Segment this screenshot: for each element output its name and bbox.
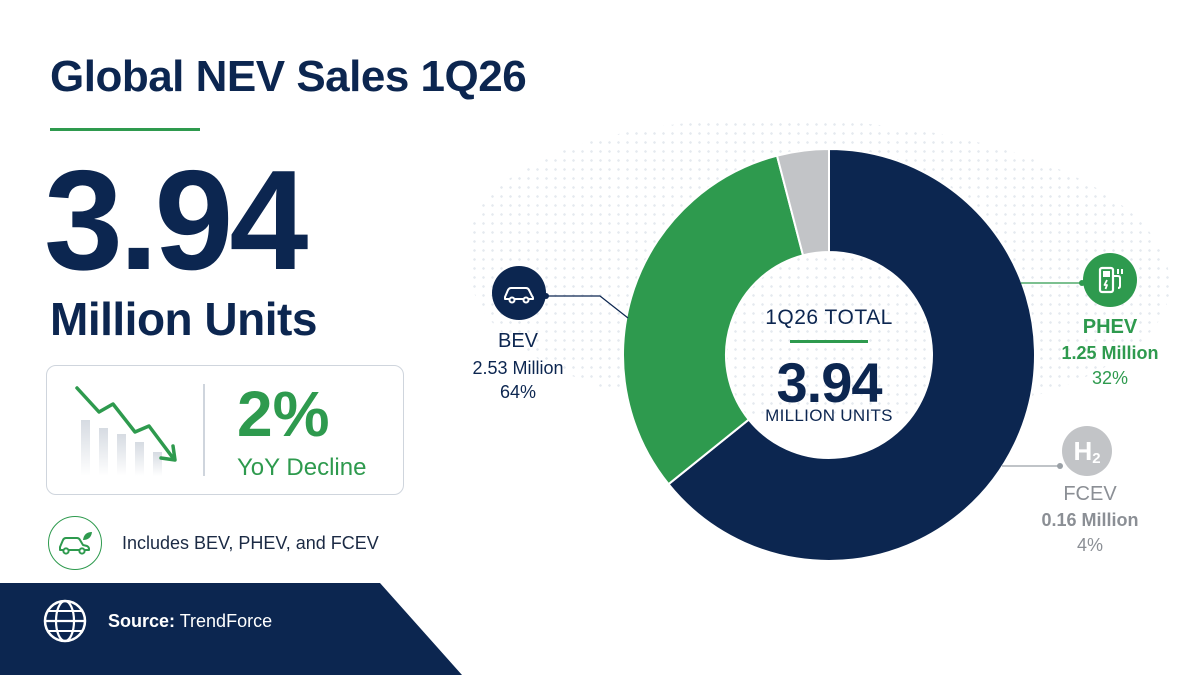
page-title: Global NEV Sales 1Q26 — [50, 52, 527, 101]
slice-bev — [667, 147, 1036, 562]
bev-value: 2.53 Million — [472, 358, 564, 378]
footer-band — [0, 583, 462, 675]
headline-unit: Million Units — [50, 293, 317, 345]
globe-icon — [43, 599, 87, 643]
center-caption: 1Q26 TOTAL — [765, 306, 893, 329]
phev-percent: 32% — [1091, 368, 1129, 388]
eco-car-icon — [48, 516, 102, 570]
phev-value: 1.25 Million — [1061, 343, 1159, 363]
car-icon — [492, 266, 546, 320]
hydrogen-symbol: H — [1073, 435, 1093, 466]
fcev-percent: 4% — [1076, 535, 1103, 555]
center-divider — [790, 340, 868, 343]
hydrogen-subscript: 2 — [1092, 449, 1101, 467]
headline-value: 3.94 — [44, 141, 308, 300]
phev-label: PHEV — [1082, 316, 1138, 338]
source-value: TrendForce — [179, 611, 273, 631]
leader-line-bev — [546, 295, 629, 319]
source-credit: Source: TrendForce — [108, 611, 272, 632]
title-underline — [50, 128, 200, 131]
slice-fcev — [775, 147, 830, 257]
charging-station-icon — [1083, 253, 1137, 307]
yoy-value: 2% — [237, 378, 330, 450]
yoy-card: 2% YoY Decline — [46, 365, 404, 495]
includes-note: Includes BEV, PHEV, and FCEV — [122, 533, 379, 553]
downtrend-chart-icon — [75, 386, 177, 476]
source-label: Source: — [108, 611, 176, 631]
yoy-label: YoY Decline — [237, 454, 367, 481]
bev-percent: 64% — [499, 382, 537, 402]
fcev-label: FCEV — [1063, 483, 1117, 505]
yoy-divider — [203, 384, 205, 476]
leader-dot-fcev — [1057, 463, 1063, 469]
fcev-value: 0.16 Million — [1041, 510, 1139, 530]
center-total: 3.94 — [776, 351, 883, 414]
bev-label: BEV — [497, 330, 539, 352]
center-unit: MILLION UNITS — [765, 406, 893, 425]
slice-phev — [622, 154, 805, 486]
